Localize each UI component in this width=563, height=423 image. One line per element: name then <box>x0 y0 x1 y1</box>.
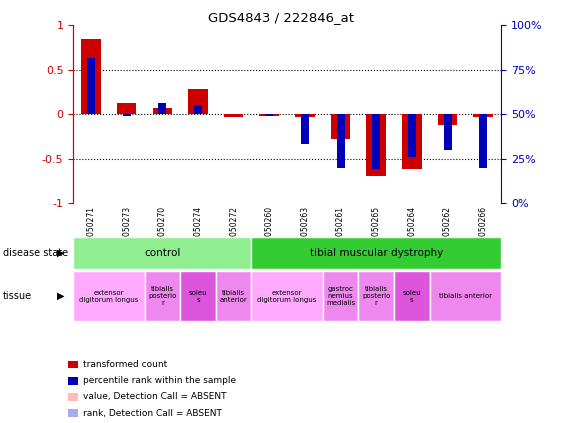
Bar <box>188 89 208 114</box>
Bar <box>331 114 350 139</box>
Bar <box>430 271 501 321</box>
Text: disease state: disease state <box>3 248 68 258</box>
Text: rank, Detection Call = ABSENT: rank, Detection Call = ABSENT <box>83 409 222 418</box>
Text: extensor
digitorum longus: extensor digitorum longus <box>257 290 317 302</box>
Bar <box>73 271 145 321</box>
Text: extensor
digitorum longus: extensor digitorum longus <box>79 290 138 302</box>
Bar <box>301 114 309 143</box>
Bar <box>252 237 501 269</box>
Text: tibialis
posterio
r: tibialis posterio r <box>362 286 391 306</box>
Bar <box>394 271 430 321</box>
Bar <box>224 114 243 117</box>
Bar <box>473 114 493 117</box>
Bar <box>367 114 386 176</box>
Bar <box>81 39 101 114</box>
Bar <box>265 114 273 116</box>
Bar <box>73 237 252 269</box>
Text: tibialis
anterior: tibialis anterior <box>220 290 248 302</box>
Text: percentile rank within the sample: percentile rank within the sample <box>83 376 236 385</box>
Text: tibialis anterior: tibialis anterior <box>439 293 492 299</box>
Bar <box>153 108 172 114</box>
Text: control: control <box>144 248 181 258</box>
Bar <box>87 58 95 114</box>
Bar <box>402 114 422 169</box>
Text: soleu
s: soleu s <box>189 290 207 302</box>
Bar <box>372 114 380 169</box>
Bar <box>158 103 166 114</box>
Text: value, Detection Call = ABSENT: value, Detection Call = ABSENT <box>83 393 227 401</box>
Bar <box>117 103 136 114</box>
Text: soleu
s: soleu s <box>403 290 421 302</box>
Bar <box>408 114 416 157</box>
Bar <box>216 271 252 321</box>
Text: tibial muscular dystrophy: tibial muscular dystrophy <box>310 248 443 258</box>
Bar <box>260 114 279 116</box>
Bar <box>444 114 452 150</box>
Bar <box>145 271 180 321</box>
Bar <box>194 105 202 114</box>
Text: gastroc
nemius
medialis: gastroc nemius medialis <box>326 286 355 306</box>
Bar <box>123 114 131 116</box>
Bar <box>252 271 323 321</box>
Text: tibialis
posterio
r: tibialis posterio r <box>148 286 177 306</box>
Text: ▶: ▶ <box>57 248 65 258</box>
Bar <box>323 271 359 321</box>
Text: transformed count: transformed count <box>83 360 168 369</box>
Bar <box>359 271 394 321</box>
Text: ▶: ▶ <box>57 291 65 301</box>
Bar <box>438 114 457 125</box>
Bar <box>295 114 315 117</box>
Text: GDS4843 / 222846_at: GDS4843 / 222846_at <box>208 11 355 24</box>
Bar <box>180 271 216 321</box>
Text: tissue: tissue <box>3 291 32 301</box>
Bar <box>479 114 487 168</box>
Bar <box>337 114 345 168</box>
